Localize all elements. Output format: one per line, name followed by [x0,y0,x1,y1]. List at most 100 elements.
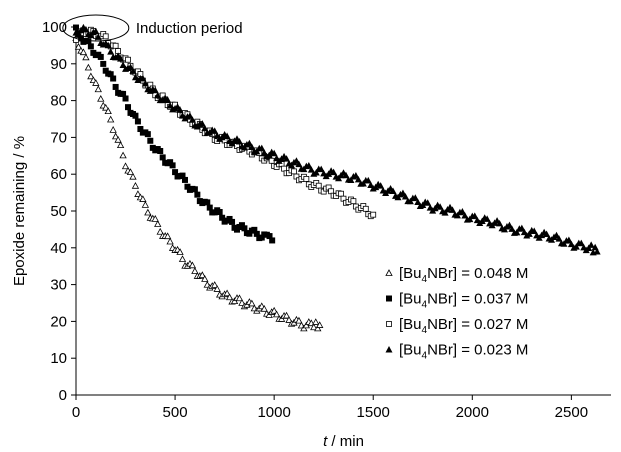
data-point [577,239,585,247]
data-point [104,41,112,49]
data-point [315,182,322,189]
legend-item: [Bu4NBr] = 0.048 M [385,265,528,285]
legend-label: [Bu4NBr] = 0.027 M [399,316,528,336]
data-point [367,181,375,188]
data-point [191,186,198,193]
legend-label-prefix: [Bu [399,342,422,359]
x-tick-label: 2000 [456,404,489,421]
x-tick-label: 1500 [357,404,390,421]
data-point [94,33,102,40]
data-point [424,199,432,206]
legend-label-prefix: [Bu [399,291,422,308]
data-point [260,149,268,156]
data-point [144,131,151,138]
data-point [238,299,246,306]
data-point [114,135,122,143]
legend-label-suffix: NBr] = 0.027 M [427,316,528,333]
data-point [110,75,117,82]
data-point [508,225,516,232]
data-point [107,115,115,123]
y-tick-label: 0 [59,387,67,404]
data-point [112,42,119,49]
data-point [211,281,219,288]
data-point [79,48,88,56]
data-point [151,215,159,222]
data-point [176,106,184,113]
data-point [141,201,150,208]
data-point [543,230,551,238]
data-point [82,25,90,33]
legend-label: [Bu4NBr] = 0.048 M [399,265,528,285]
data-point [258,234,265,241]
legend-marker [386,321,392,327]
legend-label-prefix: [Bu [399,316,422,333]
legend-item: [Bu4NBr] = 0.037 M [386,291,528,311]
data-point [448,206,456,213]
data-point [505,221,513,229]
legend: [Bu4NBr] = 0.048 M[Bu4NBr] = 0.037 M[Bu4… [385,265,528,362]
data-point [567,240,575,248]
data-point [201,124,209,132]
data-point [303,176,310,182]
data-point [169,162,176,169]
data-point [461,211,469,219]
data-point [352,172,360,179]
data-point [112,83,119,90]
y-tick-label: 80 [50,93,67,110]
data-point [156,227,164,235]
data-point [151,86,159,94]
data-point [305,161,313,169]
legend-label-prefix: [Bu [399,265,422,282]
data-point [166,237,174,245]
data-point [102,33,109,40]
data-point [285,316,293,323]
data-point [129,67,137,74]
data-point [204,199,211,206]
y-tick-label: 10 [50,350,67,367]
data-point [316,321,324,328]
data-point [219,214,226,221]
data-point [235,294,244,302]
x-axis-title-unit: / min [327,433,364,450]
data-point [235,137,243,145]
data-point [270,306,278,314]
legend-label: [Bu4NBr] = 0.023 M [399,342,528,362]
y-tick-label: 60 [50,166,67,183]
data-point [188,116,196,123]
data-point [496,219,504,227]
data-point [82,53,90,61]
data-point [312,318,320,325]
x-tick-label: 2500 [555,404,588,421]
data-point [184,183,191,190]
data-point [129,172,137,180]
data-point [513,228,521,236]
data-point [245,139,253,147]
legend-marker [385,269,393,276]
data-point [92,27,100,35]
data-point [272,310,281,318]
data-point [307,166,315,173]
data-point [350,198,357,205]
legend-label-subscript: 4 [422,274,428,285]
data-point [342,171,350,179]
data-point [147,137,154,144]
data-point [330,168,338,176]
data-point [139,195,147,202]
data-point [97,53,104,60]
data-point [518,224,526,232]
data-point [253,230,260,237]
data-point [122,95,129,102]
data-point [84,63,93,71]
data-point [201,275,209,282]
data-point [97,94,105,102]
data-point [225,293,234,301]
data-point [159,154,166,161]
data-point [181,176,188,183]
data-point [126,168,135,176]
data-point [370,211,377,218]
data-point [411,194,419,201]
data-point [555,235,563,242]
induction-annotation: Induction period [62,14,243,42]
